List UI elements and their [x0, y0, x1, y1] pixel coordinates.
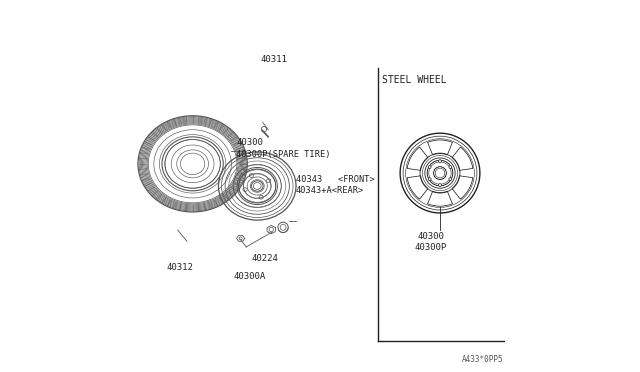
Ellipse shape [253, 183, 261, 189]
Wedge shape [452, 176, 473, 199]
Text: STEEL WHEEL: STEEL WHEEL [382, 75, 447, 85]
Text: 40343+A<REAR>: 40343+A<REAR> [296, 186, 364, 195]
Ellipse shape [166, 140, 220, 187]
Circle shape [428, 166, 431, 169]
Wedge shape [407, 176, 428, 199]
Circle shape [449, 166, 452, 169]
Text: 40300: 40300 [417, 232, 444, 241]
Text: 40300P: 40300P [415, 243, 447, 252]
Wedge shape [428, 191, 452, 206]
Text: 40312: 40312 [167, 263, 194, 272]
Circle shape [434, 167, 446, 179]
Text: 40224: 40224 [252, 254, 278, 263]
Circle shape [438, 184, 442, 186]
Text: 40300A: 40300A [234, 272, 266, 281]
Text: 40300: 40300 [236, 138, 263, 147]
Circle shape [425, 158, 455, 188]
Text: 40343   <FRONT>: 40343 <FRONT> [296, 175, 375, 184]
Circle shape [428, 178, 431, 180]
Circle shape [449, 178, 452, 180]
Circle shape [438, 160, 442, 163]
Text: A433*0PP5: A433*0PP5 [462, 356, 504, 365]
Wedge shape [428, 140, 452, 155]
Wedge shape [407, 147, 428, 170]
Text: 40300P(SPARE TIRE): 40300P(SPARE TIRE) [236, 150, 331, 159]
Text: 40311: 40311 [261, 55, 288, 64]
Wedge shape [452, 147, 473, 170]
